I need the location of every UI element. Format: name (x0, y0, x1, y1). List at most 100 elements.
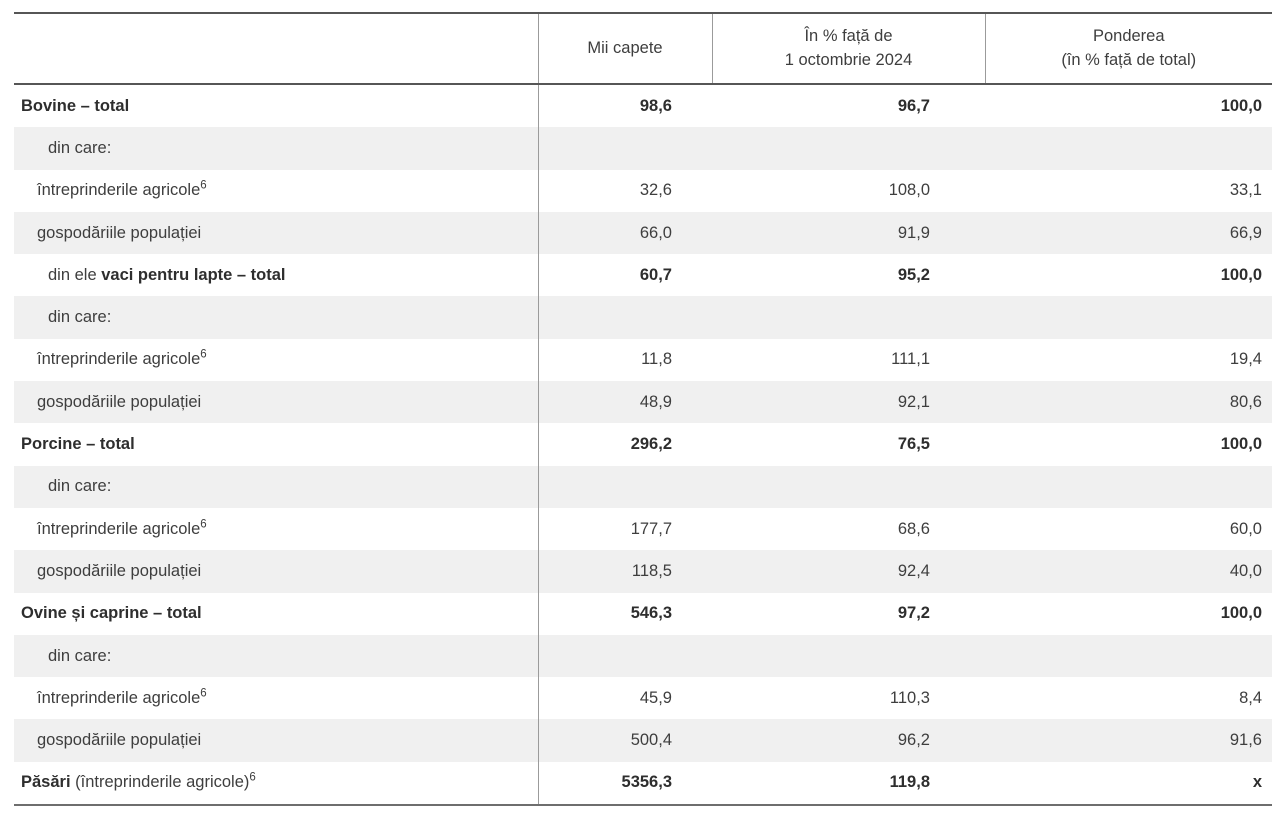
cell-percent-vs-date: 95,2 (897, 265, 930, 284)
cell-mii-capete (537, 127, 712, 170)
table-row: întreprinderile agricole6 32,6 108,0 33,1 (14, 169, 1272, 212)
row-label: Bovine – total (14, 84, 538, 127)
row-label: Ovine și caprine – total (14, 593, 538, 635)
row-label-text: din care: (48, 138, 112, 157)
cell-percent-vs-date (712, 296, 985, 339)
row-label: din ele vaci pentru lapte – total (14, 254, 538, 296)
table-row: din care: (14, 465, 1272, 508)
cell-percent-vs-date: 111,1 (891, 350, 930, 369)
row-label-text: întreprinderile agricole (37, 519, 201, 538)
row-label: gospodăriile populației (14, 211, 538, 255)
header-label-line2: 1 octombrie 2024 (784, 50, 913, 69)
row-label-text: Păsări (21, 773, 71, 792)
cell-mii-capete: 5356,3 (537, 761, 712, 807)
header-cell-empty (14, 12, 538, 85)
row-label: întreprinderile agricole6 (14, 170, 538, 212)
row-label: gospodăriile populației (14, 381, 538, 424)
row-label: Păsări (întreprinderile agricole)6 (14, 761, 538, 807)
table-row: Păsări (întreprinderile agricole)6 5356,3… (14, 761, 1272, 807)
cell-ponderea: 91,6 (985, 719, 1272, 762)
cell-ponderea: 60,0 (1229, 519, 1262, 538)
cell-percent-vs-date: 96,7 (897, 96, 930, 115)
cell-percent-vs-date: 110,3 (889, 688, 930, 707)
row-label-text: din ele (48, 265, 102, 284)
cell-ponderea: 40,0 (985, 550, 1272, 593)
cell-percent-vs-date: 108,0 (888, 181, 930, 200)
header-label-line1: Ponderea (1092, 26, 1165, 45)
cell-mii-capete: 118,5 (537, 550, 712, 593)
table-row: Bovine – total 98,6 96,7 100,0 (14, 84, 1272, 128)
cell-mii-capete: 177,7 (537, 507, 712, 551)
cell-ponderea: 100,0 (1220, 96, 1262, 115)
row-label-text: Ovine și caprine – total (21, 604, 202, 623)
cell-percent-vs-date (712, 127, 985, 170)
cell-percent-vs-date: 92,1 (712, 381, 985, 424)
cell-ponderea (985, 296, 1272, 339)
table-row: din care: (14, 296, 1272, 339)
row-label: întreprinderile agricole6 (14, 508, 538, 550)
row-label-text: întreprinderile agricole (37, 688, 201, 707)
row-label-text: gospodăriile populației (37, 392, 202, 411)
cell-mii-capete (537, 634, 712, 678)
cell-mii-capete: 500,4 (537, 719, 712, 762)
cell-ponderea (985, 465, 1272, 508)
cell-percent-vs-date: 76,5 (897, 435, 930, 454)
row-label: din care: (14, 127, 538, 170)
row-label-text: Bovine – total (21, 96, 130, 115)
row-label: întreprinderile agricole6 (14, 339, 538, 381)
cell-mii-capete: 11,8 (537, 338, 712, 382)
row-label-text: întreprinderile agricole (37, 350, 201, 369)
footnote-marker: 6 (249, 771, 256, 784)
footnote-marker: 6 (200, 348, 207, 361)
row-label: Porcine – total (14, 423, 538, 465)
table-body: Bovine – total 98,6 96,7 100,0 din care: într… (14, 84, 1272, 807)
table-row: gospodăriile populației 118,5 92,4 40,0 (14, 550, 1272, 593)
cell-ponderea (985, 634, 1272, 678)
header-cell-ponderea: Ponderea (în % față de total) (984, 12, 1272, 85)
cell-percent-vs-date (712, 465, 985, 508)
cell-ponderea: 100,0 (1220, 265, 1262, 284)
row-label-text: din care: (48, 308, 112, 327)
table-row: din ele vaci pentru lapte – total 60,7 95,… (14, 254, 1272, 297)
row-label-text: gospodăriile populației (37, 561, 202, 580)
header-label-line1: În % față de (804, 26, 893, 45)
cell-ponderea (985, 127, 1272, 170)
row-label-text: (întreprinderile agricole) (70, 773, 250, 792)
row-label-text: Porcine – total (21, 435, 135, 454)
table-row: gospodăriile populației 66,0 91,9 66,9 (14, 211, 1272, 255)
table-row: din care: (14, 127, 1272, 170)
cell-ponderea: 80,6 (985, 381, 1272, 424)
cell-percent-vs-date (712, 634, 985, 678)
table-row: întreprinderile agricole6 11,8 111,1 19,4 (14, 338, 1272, 382)
cell-percent-vs-date: 91,9 (712, 211, 985, 255)
row-label: din care: (14, 465, 538, 508)
footnote-marker: 6 (200, 518, 207, 531)
cell-mii-capete (537, 296, 712, 339)
cell-ponderea: 100,0 (1220, 435, 1262, 454)
row-label: gospodăriile populației (14, 550, 538, 593)
cell-ponderea: 19,4 (1229, 350, 1262, 369)
row-label-text: întreprinderile agricole (37, 181, 201, 200)
header-label: Mii capete (587, 38, 663, 57)
row-label-text: gospodăriile populației (37, 731, 202, 750)
row-label: din care: (14, 296, 538, 339)
cell-ponderea: 8,4 (1239, 688, 1262, 707)
row-label-text: gospodăriile populației (37, 223, 202, 242)
table-row: întreprinderile agricole6 45,9 110,3 8,4 (14, 677, 1272, 720)
row-label-text: din care: (48, 646, 112, 665)
table-row: gospodăriile populației 48,9 92,1 80,6 (14, 381, 1272, 424)
row-label: gospodăriile populației (14, 719, 538, 762)
cell-mii-capete: 32,6 (537, 169, 712, 212)
table-row: Ovine și caprine – total 546,3 97,2 100,0 (14, 592, 1272, 635)
cell-ponderea: 66,9 (985, 211, 1272, 255)
cell-mii-capete: 66,0 (537, 211, 712, 255)
cell-ponderea: 100,0 (1220, 604, 1262, 623)
row-label-text: din care: (48, 477, 112, 496)
row-label: întreprinderile agricole6 (14, 677, 538, 719)
cell-ponderea: x (985, 761, 1272, 807)
livestock-statistics-table: Mii capete În % față de 1 octombrie 2024… (14, 12, 1272, 807)
cell-ponderea: 33,1 (1229, 181, 1262, 200)
cell-mii-capete: 60,7 (537, 254, 712, 297)
cell-mii-capete (537, 465, 712, 508)
header-cell-mii-capete: Mii capete (537, 12, 712, 85)
